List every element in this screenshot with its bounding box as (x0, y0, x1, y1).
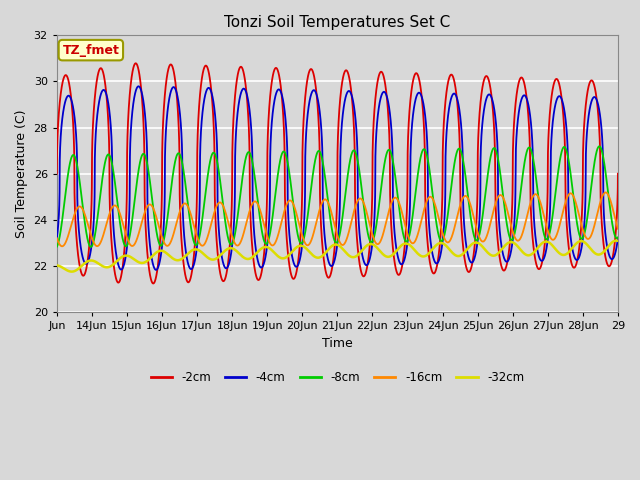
Legend: -2cm, -4cm, -8cm, -16cm, -32cm: -2cm, -4cm, -8cm, -16cm, -32cm (146, 367, 529, 389)
Y-axis label: Soil Temperature (C): Soil Temperature (C) (15, 109, 28, 238)
Title: Tonzi Soil Temperatures Set C: Tonzi Soil Temperatures Set C (224, 15, 451, 30)
Text: TZ_fmet: TZ_fmet (63, 44, 119, 57)
X-axis label: Time: Time (322, 336, 353, 349)
